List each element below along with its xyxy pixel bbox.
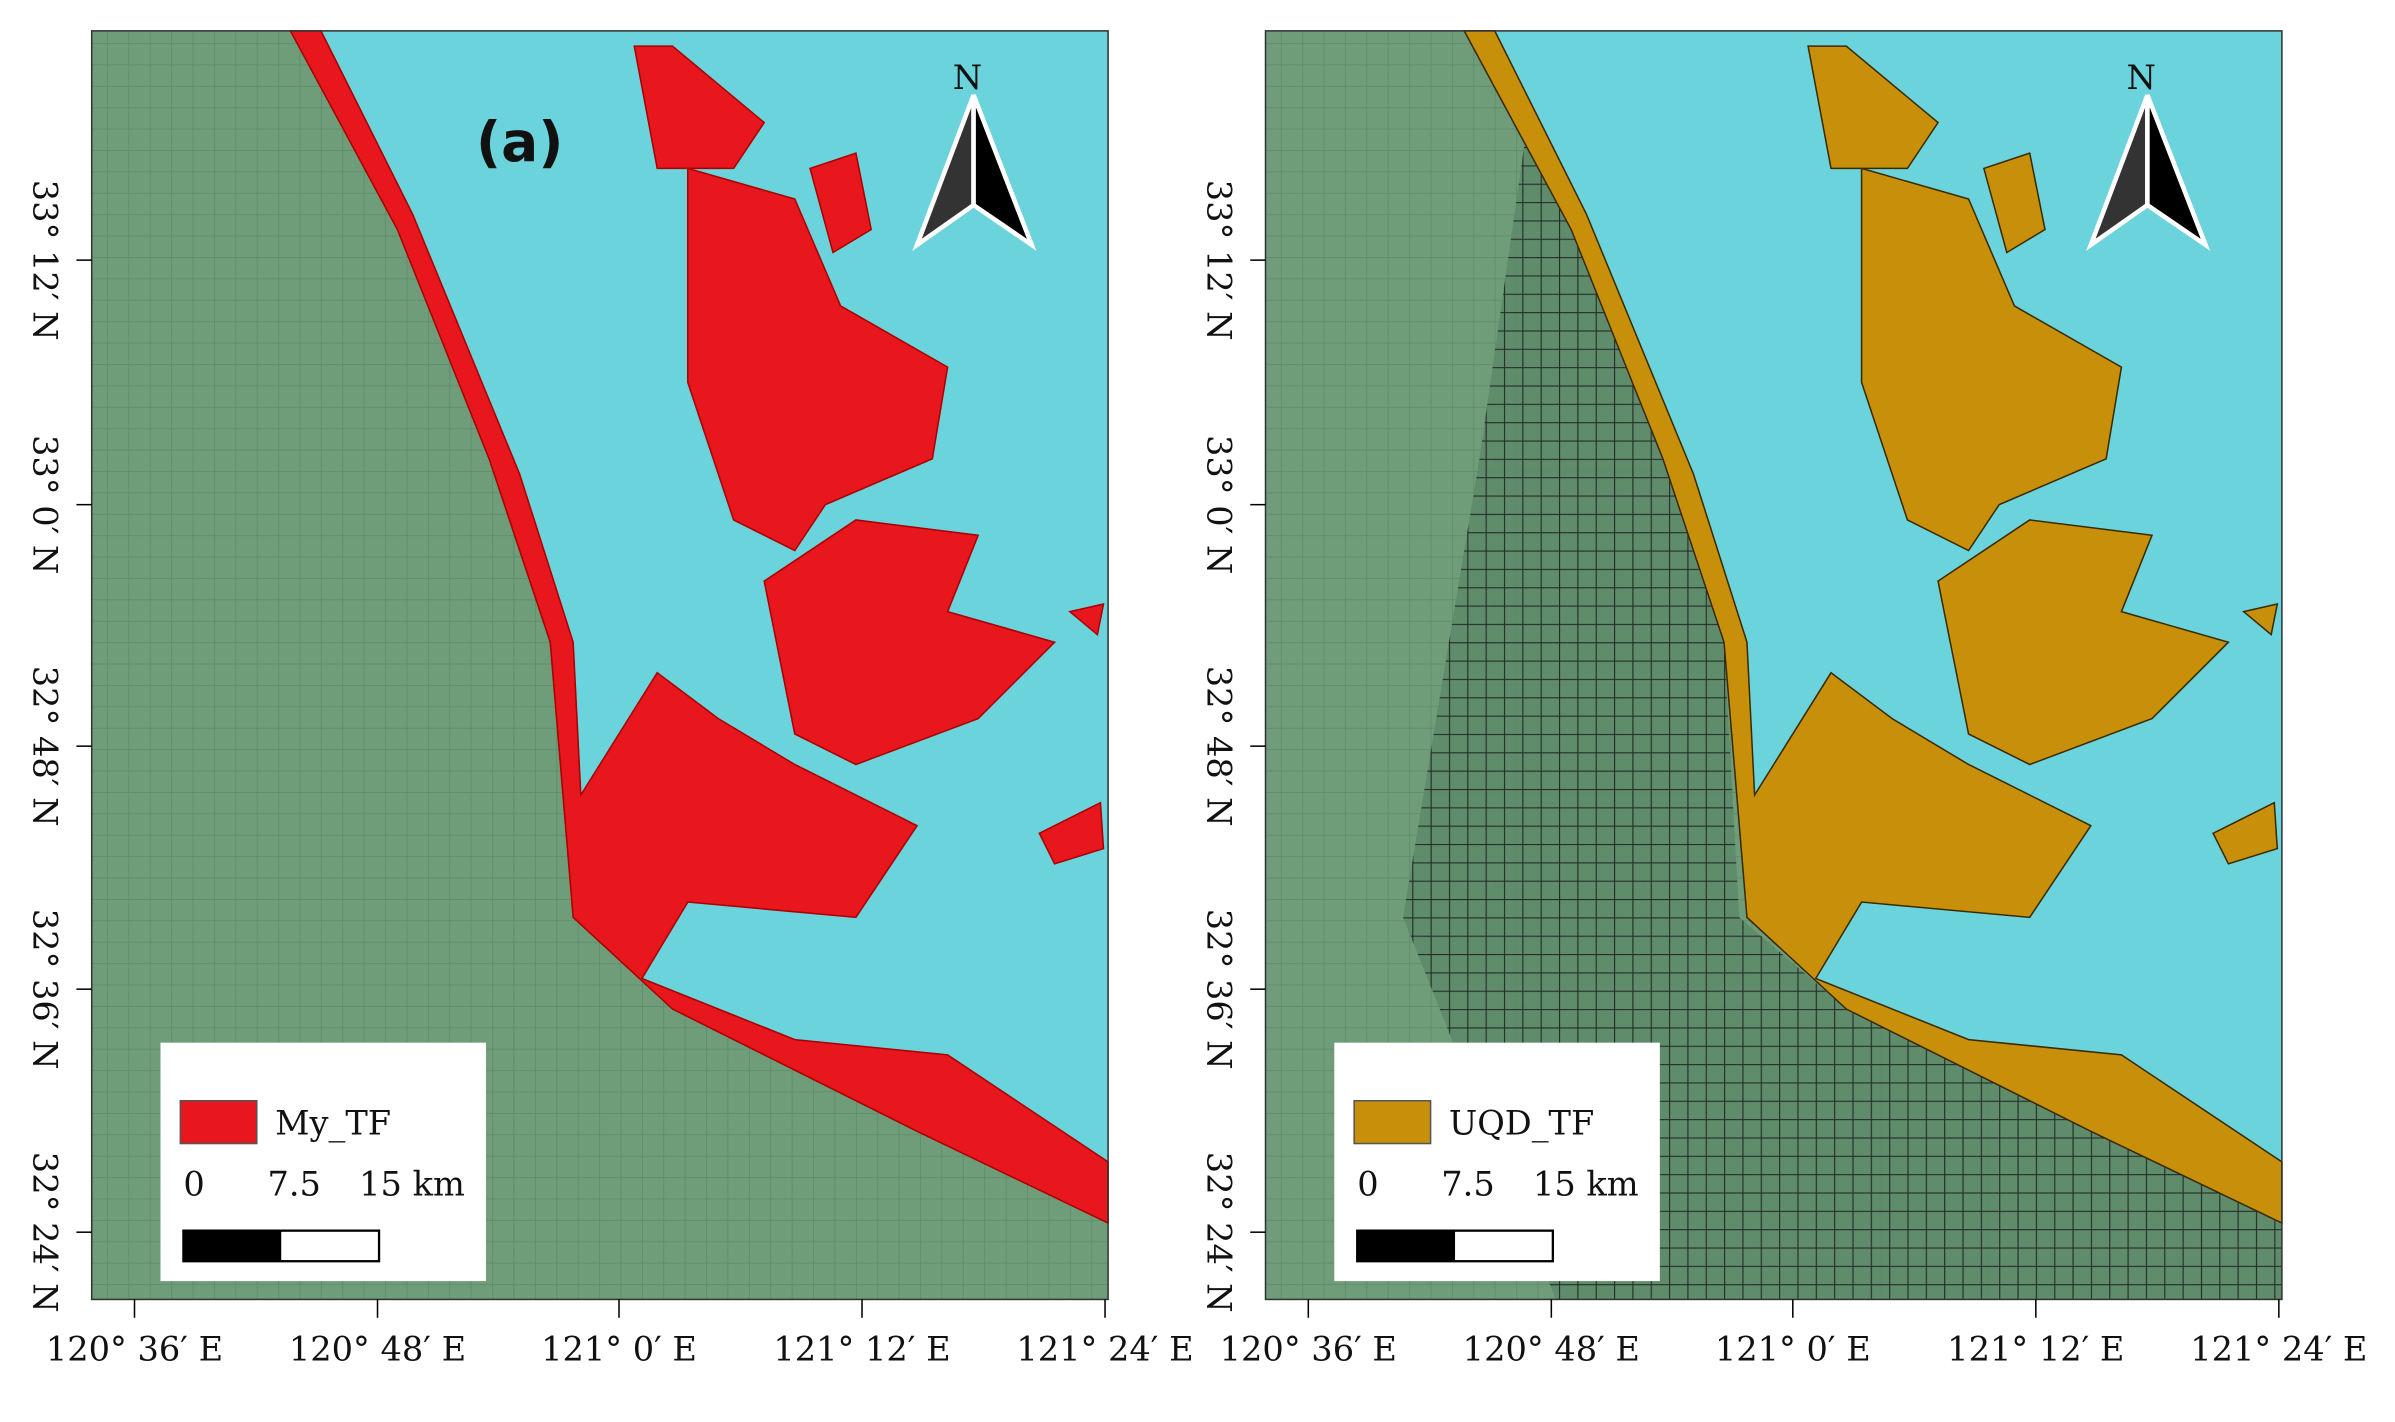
lat-label: 33° 0′ N <box>26 435 65 574</box>
tidal-flat <box>2242 603 2279 636</box>
lat-label: 32° 24′ N <box>26 1152 65 1313</box>
sea <box>1479 30 2282 1224</box>
north-label: N <box>953 58 982 97</box>
lon-label: 121° 0′ E <box>1715 1330 1871 1369</box>
lat-label: 33° 12′ N <box>26 180 65 341</box>
tidal-flat <box>809 152 873 254</box>
legend-label: UQD_TF <box>1449 1103 1594 1143</box>
tidal-flat <box>1462 30 2283 1225</box>
map-frame <box>90 30 1109 1301</box>
north-arrow-right <box>2145 94 2211 251</box>
lat-label: 33° 0′ N <box>1199 435 1238 574</box>
sea <box>305 30 1109 1224</box>
scale-label: 7.5 <box>1441 1165 1494 1204</box>
lon-label: 121° 12′ E <box>1947 1330 2124 1369</box>
tidal-flat <box>1982 152 2046 254</box>
tidal-flat <box>763 519 1057 766</box>
lat-label: 33° 12′ N <box>1199 180 1238 341</box>
lon-label: 120° 36′ E <box>46 1330 223 1369</box>
tidal-flat <box>1807 45 1940 170</box>
legend-swatch <box>179 1099 258 1145</box>
lat-label: 32° 24′ N <box>1199 1152 1238 1313</box>
scale-label: 0 <box>1357 1165 1378 1204</box>
scale-bar-fill <box>183 1230 282 1262</box>
legend-label: My_TF <box>275 1103 391 1143</box>
tidal-flat <box>633 45 766 170</box>
map-panel: N UQD_TF 0 7.5 15 km 33° 12′ N 33° 0′ N 32° 48′… <box>1199 30 2367 1369</box>
lon-label: 121° 24′ E <box>1016 1330 1193 1369</box>
tidal-flat <box>1068 603 1105 636</box>
tidal-flat <box>2212 801 2279 865</box>
scale-label: 15 km <box>359 1165 465 1204</box>
legend-swatch <box>1353 1099 1432 1145</box>
lon-label: 120° 48′ E <box>289 1330 466 1369</box>
north-arrow-right <box>971 94 1037 251</box>
lat-label: 32° 36′ N <box>1199 909 1238 1070</box>
tidal-flat <box>687 167 949 552</box>
lon-label: 121° 0′ E <box>541 1330 697 1369</box>
tidal-flat <box>1038 801 1105 865</box>
panel-label: (a) <box>476 110 563 174</box>
lon-label: 121° 24′ E <box>2190 1330 2367 1369</box>
map-panel: N (a) My_TF 0 7.5 15 km 33° 12′ N 33° 0′ N 32° 4… <box>26 30 1194 1369</box>
lon-label: 120° 48′ E <box>1463 1330 1640 1369</box>
lon-label: 121° 12′ E <box>773 1330 950 1369</box>
north-label: N <box>2127 58 2156 97</box>
lon-label: 120° 36′ E <box>1220 1330 1397 1369</box>
lat-label: 32° 36′ N <box>26 909 65 1070</box>
tidal-flat <box>289 30 1109 1225</box>
tidal-flat <box>1860 167 2123 552</box>
lat-label: 32° 48′ N <box>26 666 65 827</box>
scale-label: 15 km <box>1533 1165 1639 1204</box>
map-frame <box>1264 30 2283 1301</box>
scale-label: 7.5 <box>267 1165 320 1204</box>
scale-label: 0 <box>183 1165 204 1204</box>
lat-label: 32° 48′ N <box>1199 666 1238 827</box>
scale-bar-fill <box>1357 1230 1456 1262</box>
tidal-flat <box>1937 519 2230 766</box>
